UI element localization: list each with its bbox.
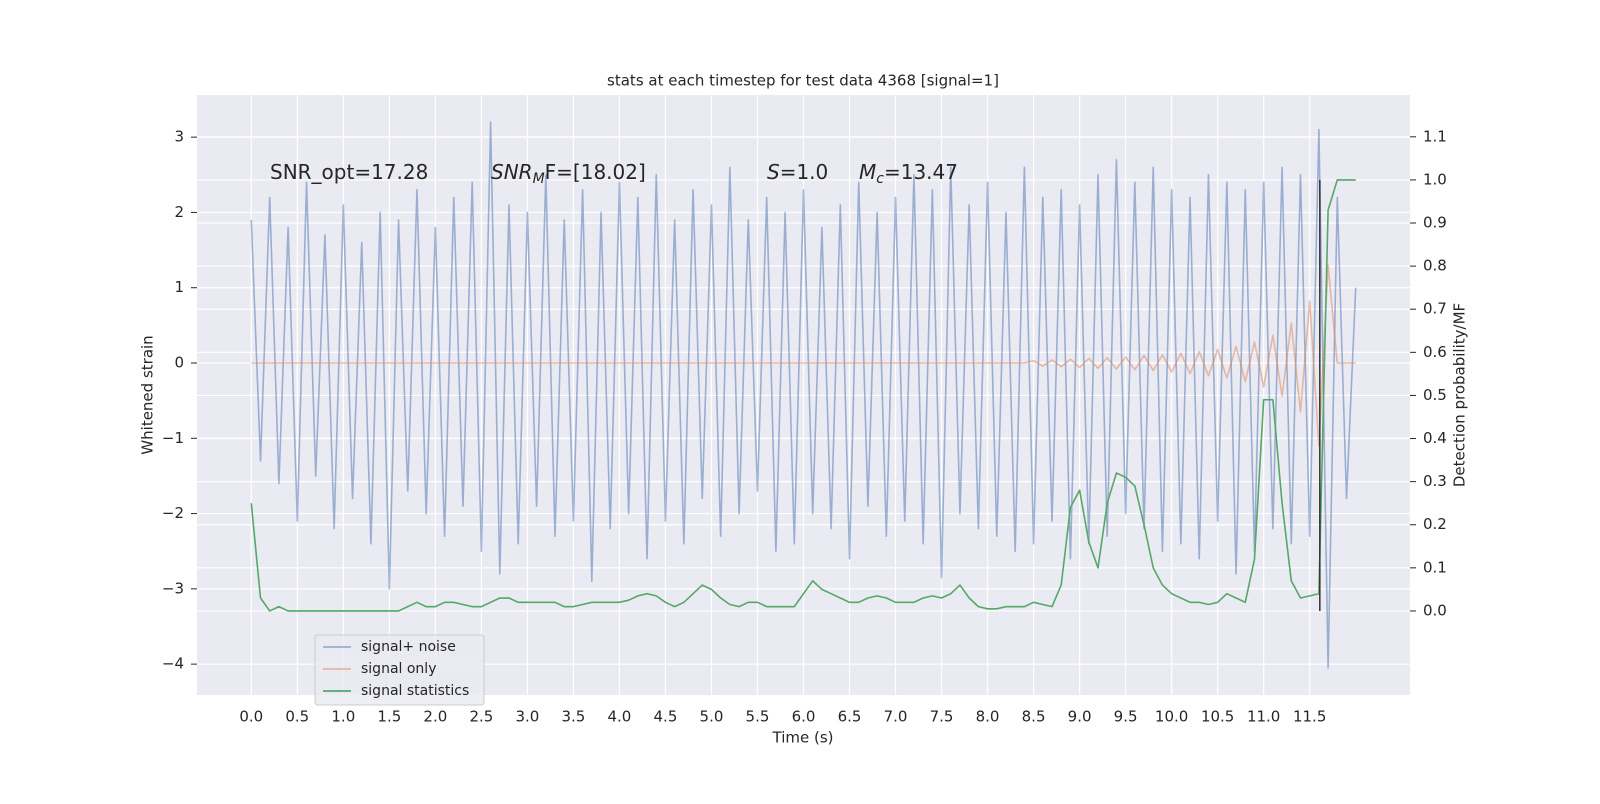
annotation-text: =13.47	[884, 160, 958, 184]
y2-tick-label: 0.0	[1423, 601, 1447, 619]
x-tick-label: 5.0	[700, 708, 724, 726]
legend-label: signal statistics	[361, 683, 469, 699]
x-tick-label: 0.5	[285, 708, 309, 726]
annotation: S=1.0	[767, 160, 828, 184]
y2-tick-label: 0.1	[1423, 558, 1447, 576]
x-tick-label: 4.5	[654, 708, 678, 726]
x-tick-label: 6.0	[792, 708, 816, 726]
y-tick-label: −1	[162, 429, 184, 447]
x-tick-label: 11.5	[1293, 708, 1326, 726]
y2-tick-label: 0.9	[1423, 214, 1447, 232]
x-tick-label: 9.0	[1068, 708, 1092, 726]
y2-tick-label: 0.2	[1423, 515, 1447, 533]
y2-axis-label: Detection probability/MF	[1451, 303, 1469, 487]
x-tick-label: 6.5	[838, 708, 862, 726]
annotation-text: S	[767, 160, 780, 184]
y2-tick-label: 1.1	[1423, 127, 1447, 145]
y2-tick-label: 0.6	[1423, 343, 1447, 361]
y-tick-label: −4	[162, 655, 184, 673]
y-tick-label: 0	[174, 354, 184, 372]
x-tick-label: 2.5	[469, 708, 493, 726]
legend-label: signal only	[361, 661, 436, 677]
y2-tick-label: 0.3	[1423, 472, 1447, 490]
x-tick-label: 3.5	[561, 708, 585, 726]
legend-box	[314, 634, 485, 706]
x-tick-label: 7.0	[884, 708, 908, 726]
chart-title: stats at each timestep for test data 436…	[607, 72, 999, 90]
x-tick-label: 0.0	[239, 708, 263, 726]
x-tick-label: 11.0	[1247, 708, 1280, 726]
annotation: SNR_opt=17.28	[270, 160, 428, 184]
y-axis-label: Whitened strain	[139, 335, 157, 454]
series-line	[251, 264, 1356, 447]
x-tick-label: 1.5	[377, 708, 401, 726]
y2-tick-label: 0.4	[1423, 429, 1447, 447]
y2-tick-label: 1.0	[1423, 170, 1447, 188]
legend-label: signal+ noise	[361, 639, 456, 655]
x-tick-label: 10.0	[1155, 708, 1188, 726]
x-tick-label: 4.0	[608, 708, 632, 726]
annotation-text: SNR_opt=17.28	[270, 160, 428, 184]
x-tick-label: 7.5	[930, 708, 954, 726]
annotation-subscript: c	[876, 171, 884, 187]
y-tick-label: 2	[174, 203, 184, 221]
annotation: Mc=13.47	[859, 160, 958, 188]
series-line	[250, 179, 1356, 612]
x-tick-label: 10.5	[1201, 708, 1234, 726]
x-tick-label: 5.5	[746, 708, 770, 726]
annotation-text: M	[859, 160, 876, 184]
x-tick-label: 9.5	[1114, 708, 1138, 726]
annotation-text: =1.0	[780, 160, 829, 184]
y-tick-label: 1	[174, 278, 184, 296]
x-tick-label: 2.0	[423, 708, 447, 726]
y-tick-label: −2	[162, 504, 184, 522]
x-tick-label: 3.0	[515, 708, 539, 726]
x-tick-label: 8.0	[976, 708, 1000, 726]
x-tick-label: 1.0	[331, 708, 355, 726]
y-tick-label: 3	[174, 128, 184, 146]
x-tick-label: 8.5	[1022, 708, 1046, 726]
x-axis-label: Time (s)	[772, 729, 834, 747]
y-tick-label: −3	[162, 579, 184, 597]
y2-tick-label: 0.7	[1423, 300, 1447, 318]
annotation: SNRMF=[18.02]	[491, 160, 646, 188]
annotation-subscript: M	[533, 171, 545, 187]
series-line	[250, 121, 1357, 669]
annotation-text: SNR	[491, 160, 533, 184]
annotation-text: F=[18.02]	[545, 160, 646, 184]
y2-tick-label: 0.5	[1423, 386, 1447, 404]
y2-tick-label: 0.8	[1423, 257, 1447, 275]
